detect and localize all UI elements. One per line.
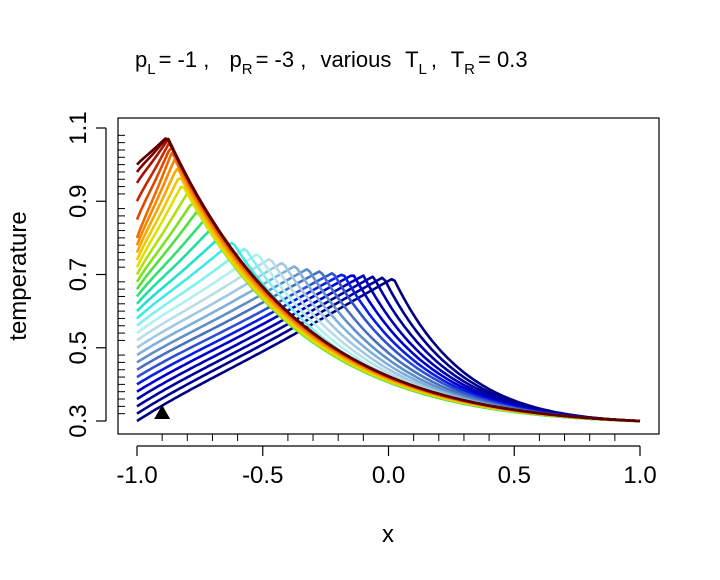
- x-tick-label: -0.5: [242, 462, 283, 489]
- y-tick-label: 0.5: [65, 331, 92, 364]
- title-t-right-subscript: R: [464, 61, 475, 78]
- title-p-right-symbol: p: [229, 47, 241, 72]
- title-p-right-value: = -3 ,: [256, 47, 307, 72]
- x-axis: -1.0 -0.5 0.0 0.5 1.0: [116, 434, 657, 489]
- series-line: [136, 247, 641, 423]
- series-layer: [135, 137, 641, 423]
- title-p-right-subscript: R: [242, 61, 253, 78]
- y-tick-label: 0.7: [65, 258, 92, 291]
- series-line: [136, 274, 641, 423]
- series-line: [136, 274, 641, 423]
- y-axis-title: temperature: [5, 211, 32, 340]
- title-p-left-symbol: p: [135, 47, 147, 72]
- title-p-left-subscript: L: [147, 61, 155, 78]
- y-tick-label: 0.3: [65, 404, 92, 437]
- y-axis: 0.3 0.5 0.7 0.9 1.1: [65, 111, 125, 438]
- y-tick-label: 0.9: [65, 185, 92, 218]
- x-axis-title: x: [382, 521, 394, 548]
- title-t-right-symbol: T: [451, 47, 464, 72]
- title-t-left-value: ,: [431, 47, 437, 72]
- series-line: [136, 275, 641, 423]
- series-line: [136, 241, 641, 423]
- title-various: various: [320, 47, 391, 72]
- x-tick-label: -1.0: [116, 462, 157, 489]
- marker-layer: [154, 404, 171, 419]
- series-line: [136, 273, 641, 423]
- svg-text:pL= -1 , pR= -3 ,: pL = -1 , pR = -3 , various TL, TR = 0.3: [135, 47, 528, 78]
- series-line: [135, 176, 641, 423]
- title-t-left-subscript: L: [419, 61, 427, 78]
- x-tick-label: 0.5: [498, 462, 531, 489]
- title-p-left-value: = -1 ,: [159, 47, 210, 72]
- title-t-left-symbol: T: [405, 47, 418, 72]
- title-t-right-value: = 0.3: [478, 47, 528, 72]
- chart-title: pL = -1 , pR = -3 , various TL, TR = 0.3: [135, 47, 528, 78]
- y-tick-label: 1.1: [65, 111, 92, 144]
- triangle-marker: [154, 404, 171, 419]
- plot-frame: [117, 117, 660, 435]
- series-line: [136, 137, 641, 423]
- x-tick-label: 1.0: [623, 462, 656, 489]
- x-tick-label: 0.0: [372, 462, 405, 489]
